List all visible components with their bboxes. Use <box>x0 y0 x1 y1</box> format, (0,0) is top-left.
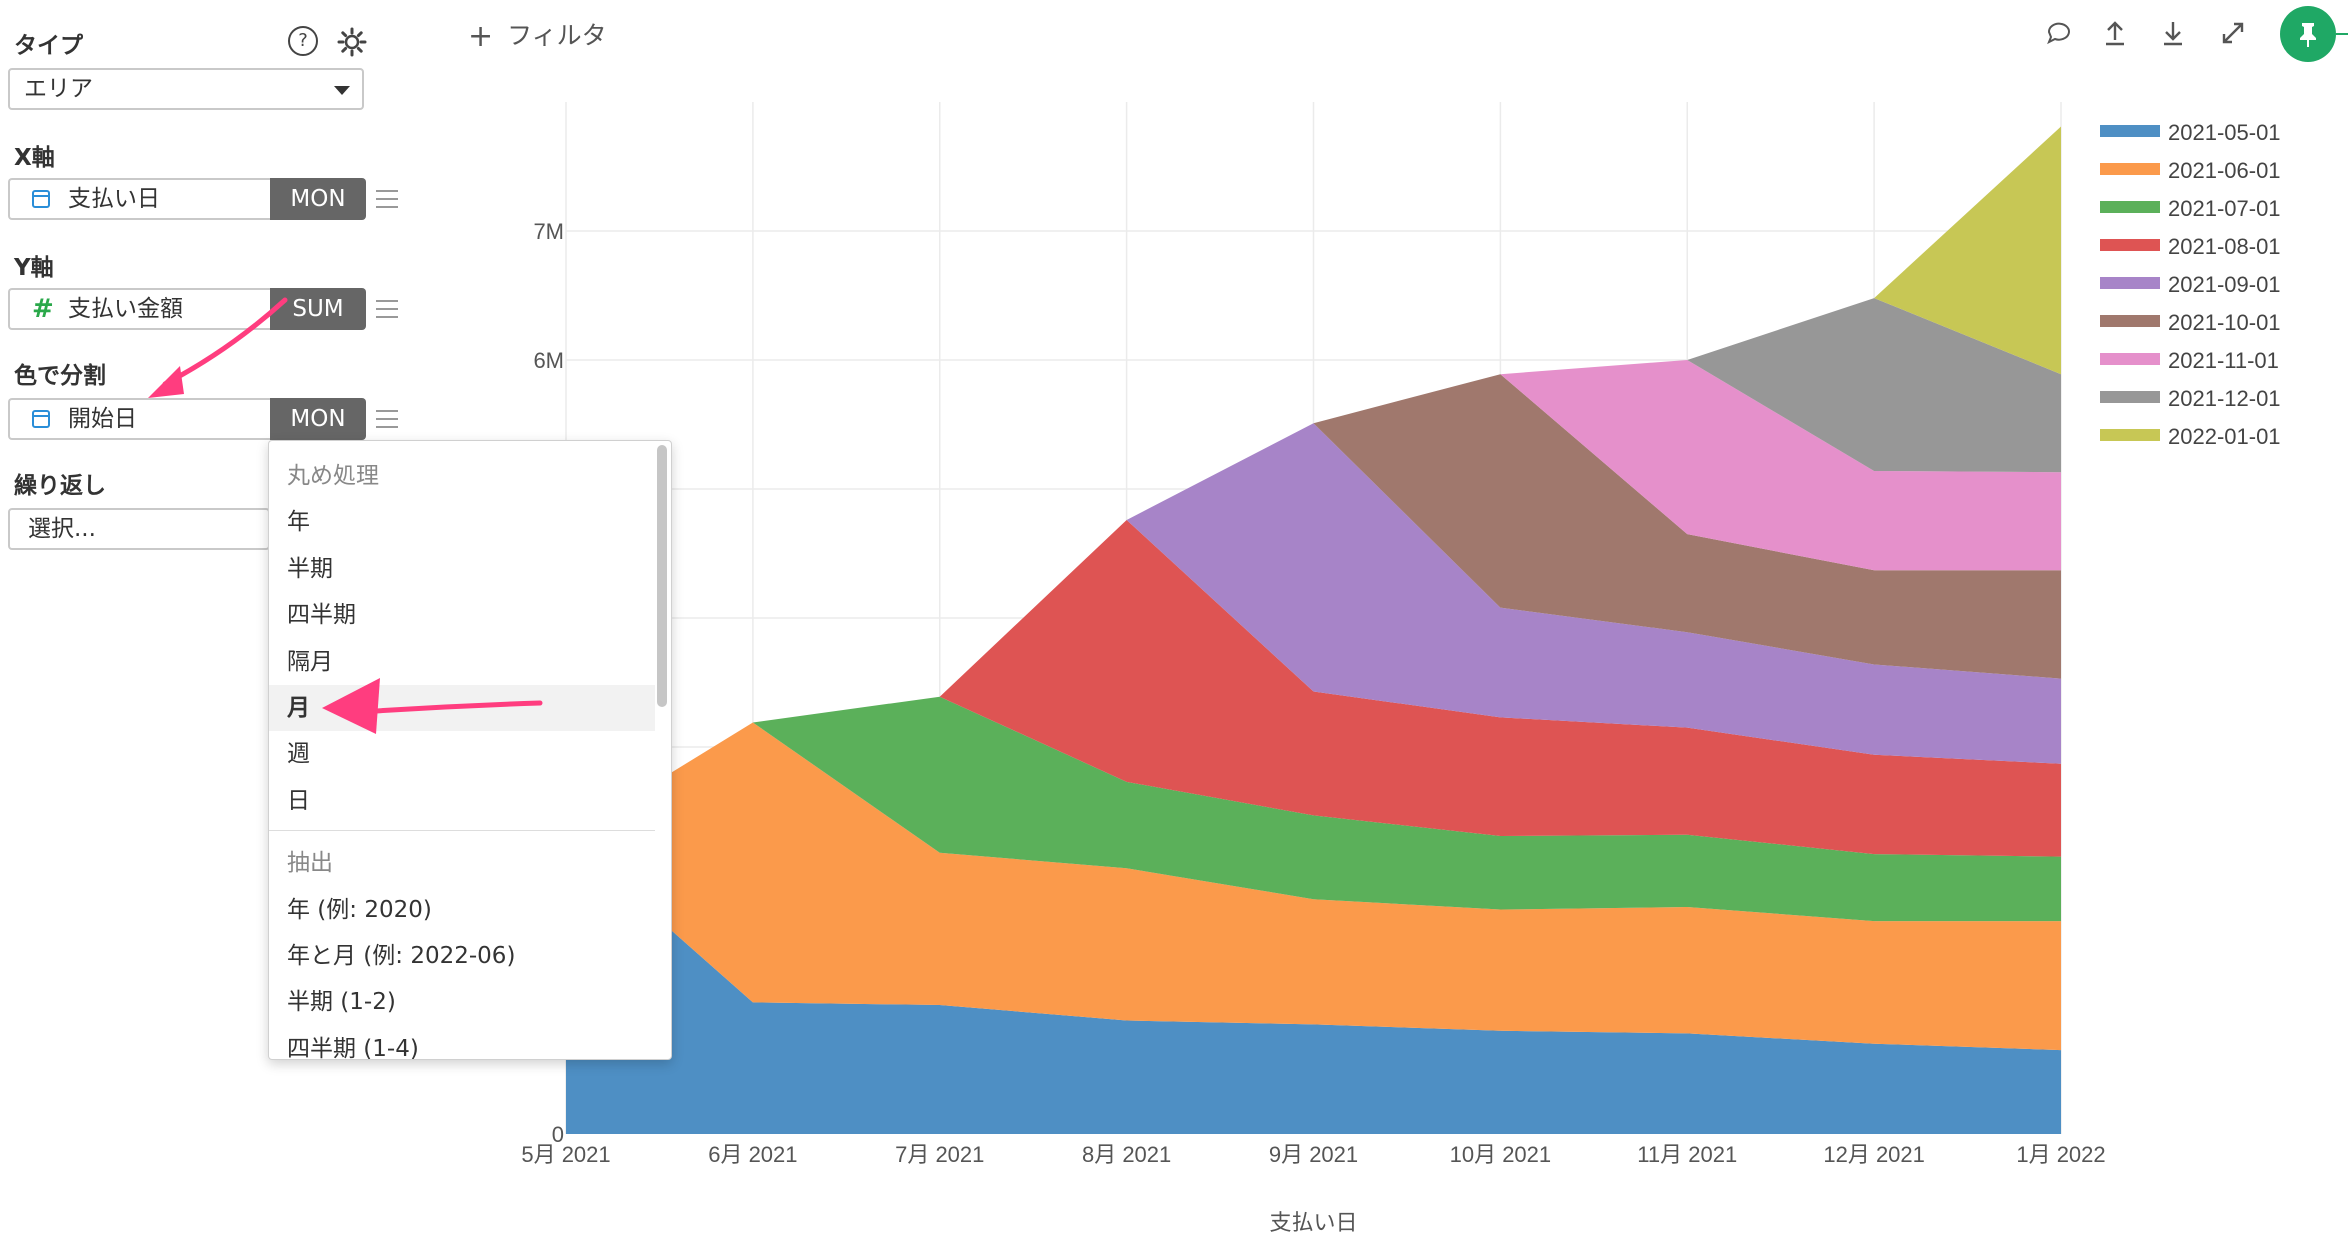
legend-label: 2022-01-01 <box>2168 424 2281 449</box>
repeat-label: 繰り返し <box>14 473 106 499</box>
chart-type-value: エリア <box>24 76 93 102</box>
legend-swatch <box>2100 239 2160 251</box>
legend-swatch <box>2100 125 2160 137</box>
dropdown-item-rounding[interactable]: 四半期 <box>287 602 356 629</box>
dropdown-item-rounding[interactable]: 日 <box>287 787 310 814</box>
legend-swatch <box>2100 163 2160 175</box>
legend-swatch <box>2100 353 2160 365</box>
dropdown-item-extract[interactable]: 年と月 (例: 2022-06) <box>287 943 516 969</box>
x-axis-title: 支払い日 <box>1269 1210 1357 1235</box>
area-series-2021-12-01 <box>566 298 2061 838</box>
download-icon[interactable] <box>2158 18 2188 48</box>
x-tick-label: 5月 2021 <box>521 1142 610 1167</box>
comment-icon[interactable] <box>2044 18 2074 48</box>
dropdown-item-extract[interactable]: 年 (例: 2020) <box>287 896 432 923</box>
pin-button[interactable] <box>2280 6 2336 62</box>
upload-icon[interactable] <box>2100 18 2130 48</box>
repeat-select[interactable]: 選択... <box>8 508 270 550</box>
area-series-2021-06-01 <box>566 722 2061 1051</box>
type-label: タイプ <box>14 33 83 59</box>
chart-legend: 2021-05-01 2021-06-01 2021-07-01 2021-08-01… <box>2100 120 2281 449</box>
x-tick-label: 6月 2021 <box>708 1142 797 1167</box>
area-series-2021-05-01 <box>566 837 2061 1134</box>
x-axis-menu-icon[interactable] <box>376 190 398 208</box>
dropdown-item-extract[interactable]: 四半期 (1-4) <box>287 1035 419 1060</box>
color-split-field-name: 開始日 <box>68 406 137 432</box>
dropdown-item-rounding[interactable]: 月 <box>269 685 655 731</box>
x-tick-label: 10月 2021 <box>1450 1142 1552 1167</box>
area-series-2021-10-01 <box>566 374 2061 838</box>
dropdown-header-extract: 抽出 <box>287 850 333 877</box>
y-axis-menu-icon[interactable] <box>376 300 398 318</box>
x-axis-field-name: 支払い日 <box>68 186 160 212</box>
y-tick-label: 6M <box>533 348 564 373</box>
area-series-2021-07-01 <box>566 696 2061 922</box>
legend-label: 2021-12-01 <box>2168 386 2281 411</box>
x-tick-label: 11月 2021 <box>1637 1142 1737 1167</box>
dropdown-item-rounding[interactable]: 半期 <box>287 555 333 582</box>
dropdown-item-rounding[interactable]: 年 <box>287 509 310 536</box>
chart-axes: 5月 2021 6月 2021 7月 2021 8月 2021 9月 2021 10月 2… <box>521 219 2105 1235</box>
pin-connector <box>2336 33 2348 35</box>
chart-areas <box>566 126 2061 1134</box>
calendar-icon <box>32 190 50 208</box>
legend-label: 2021-10-01 <box>2168 310 2281 335</box>
expand-icon[interactable] <box>2218 18 2248 48</box>
legend-swatch <box>2100 391 2160 403</box>
pin-icon <box>2300 23 2316 47</box>
legend-label: 2021-07-01 <box>2168 196 2281 221</box>
legend-label: 2021-05-01 <box>2168 120 2281 145</box>
y-tick-label: 7M <box>533 219 564 244</box>
rounding-dropdown[interactable]: 丸め処理年半期四半期隔月月週日抽出年 (例: 2020) 年と月 (例: 2022… <box>268 440 672 1060</box>
area-series-2021-09-01 <box>566 423 2061 838</box>
x-tick-label: 7月 2021 <box>895 1142 984 1167</box>
legend-label: 2021-09-01 <box>2168 272 2281 297</box>
x-axis-field[interactable]: 支払い日 <box>8 178 270 220</box>
color-split-menu-icon[interactable] <box>376 410 398 428</box>
x-tick-label: 1月 2022 <box>2016 1142 2105 1167</box>
chevron-down-icon <box>334 86 350 95</box>
x-tick-label: 9月 2021 <box>1269 1142 1358 1167</box>
y-axis-agg-button[interactable]: SUM <box>270 288 366 330</box>
plus-icon: + <box>468 19 494 54</box>
chart-type-select[interactable]: エリア <box>8 68 364 110</box>
dropdown-divider <box>269 830 655 832</box>
x-tick-label: 8月 2021 <box>1082 1142 1171 1167</box>
y-tick-label: 0 <box>552 1122 564 1147</box>
gear-icon[interactable] <box>336 26 368 58</box>
legend-swatch <box>2100 277 2160 289</box>
dropdown-item-rounding[interactable]: 隔月 <box>287 648 333 675</box>
area-series-2021-08-01 <box>566 519 2061 857</box>
dropdown-item-extract[interactable]: 半期 (1-2) <box>287 989 396 1016</box>
dropdown-header-rounding: 丸め処理 <box>287 463 379 489</box>
number-icon: # <box>32 294 54 324</box>
color-split-agg-button[interactable]: MON <box>270 398 366 440</box>
legend-swatch <box>2100 429 2160 441</box>
add-filter-button[interactable]: + フィルタ <box>468 16 607 54</box>
repeat-placeholder: 選択... <box>28 516 96 542</box>
dropdown-item-rounding[interactable]: 週 <box>287 741 310 768</box>
filter-label: フィルタ <box>507 21 607 50</box>
legend-label: 2021-08-01 <box>2168 234 2281 259</box>
x-tick-label: 12月 2021 <box>1823 1142 1925 1167</box>
y-axis-label: Y軸 <box>14 255 54 281</box>
legend-swatch <box>2100 315 2160 327</box>
calendar-icon <box>32 410 50 428</box>
legend-label: 2021-11-01 <box>2168 348 2279 373</box>
color-split-label: 色で分割 <box>14 363 106 389</box>
x-axis-agg-button[interactable]: MON <box>270 178 366 220</box>
legend-swatch <box>2100 201 2160 213</box>
help-icon[interactable]: ? <box>288 26 318 56</box>
area-series-2021-11-01 <box>566 360 2061 838</box>
legend-label: 2021-06-01 <box>2168 158 2281 183</box>
color-split-field[interactable]: 開始日 <box>8 398 270 440</box>
dropdown-scrollbar[interactable] <box>657 445 667 707</box>
x-axis-label: X軸 <box>14 145 55 171</box>
